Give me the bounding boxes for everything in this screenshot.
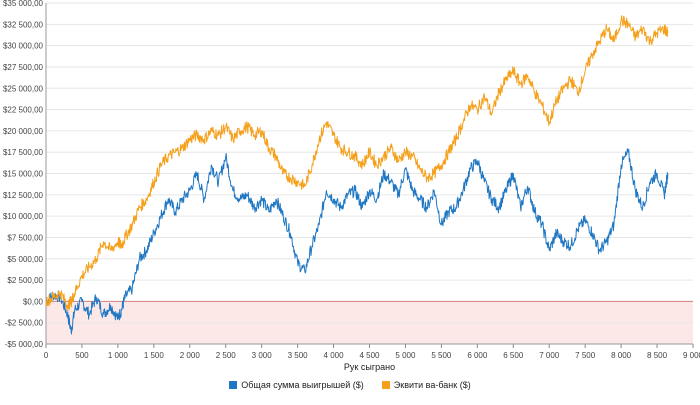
x-tick-label: 6 000 bbox=[467, 351, 488, 360]
series-lines bbox=[45, 15, 669, 335]
x-tick-label: 0 bbox=[44, 351, 49, 360]
x-axis-title: Рук сыграно bbox=[344, 362, 395, 372]
y-tick-label: $5 000,00 bbox=[7, 255, 43, 264]
x-tick-label: 4 000 bbox=[324, 351, 345, 360]
y-tick-label: $12 500,00 bbox=[3, 191, 44, 200]
x-tick-label: 4 500 bbox=[359, 351, 380, 360]
legend-label-allin-equity: Эквити ва-банк ($) bbox=[393, 380, 471, 390]
x-tick-label: 7 500 bbox=[575, 351, 596, 360]
y-tick-label: $2 500,00 bbox=[7, 276, 43, 285]
y-tick-label: $10 000,00 bbox=[3, 212, 44, 221]
x-tick-label: 1 000 bbox=[108, 351, 129, 360]
x-tick-label: 7 000 bbox=[539, 351, 560, 360]
legend-swatch-total-winnings bbox=[229, 381, 238, 389]
grid bbox=[46, 2, 693, 345]
legend-swatch-allin-equity bbox=[381, 381, 390, 389]
y-tick-label: $0,00 bbox=[23, 297, 44, 306]
series-line-allin-equity bbox=[45, 15, 669, 312]
y-tick-label: $27 500,00 bbox=[3, 63, 44, 72]
y-tick-label: $35 000,00 bbox=[3, 0, 44, 8]
x-tick-label: 2 500 bbox=[216, 351, 237, 360]
legend-label-total-winnings: Общая сумма выигрышей ($) bbox=[241, 380, 364, 390]
x-tick-label: 9 000 bbox=[683, 351, 700, 360]
y-tick-label: -$5 000,00 bbox=[5, 340, 44, 349]
x-tick-label: 3 000 bbox=[252, 351, 273, 360]
y-tick-label: $17 500,00 bbox=[3, 148, 44, 157]
y-tick-label: $32 500,00 bbox=[3, 20, 44, 29]
y-tick-label: $20 000,00 bbox=[3, 127, 44, 136]
x-tick-label: 6 500 bbox=[503, 351, 524, 360]
x-tick-label: 1 500 bbox=[144, 351, 165, 360]
y-tick-label: $22 500,00 bbox=[3, 106, 44, 115]
x-tick-label: 8 000 bbox=[611, 351, 632, 360]
legend-item-allin-equity[interactable]: Эквити ва-банк ($) bbox=[381, 380, 471, 390]
x-tick-label: 5 000 bbox=[395, 351, 416, 360]
x-tick-label: 500 bbox=[75, 351, 89, 360]
x-tick-label: 2 000 bbox=[180, 351, 201, 360]
y-tick-label: -$2 500,00 bbox=[5, 319, 44, 328]
series-line-total-winnings bbox=[45, 148, 669, 335]
legend-item-total-winnings[interactable]: Общая сумма выигрышей ($) bbox=[229, 380, 364, 390]
y-tick-label: $15 000,00 bbox=[3, 170, 44, 179]
axes: -$5 000,00 -$2 500,00 $0,00 $2 500,00 $5 000… bbox=[3, 0, 700, 360]
y-tick-label: $30 000,00 bbox=[3, 42, 44, 51]
x-tick-label: 8 500 bbox=[647, 351, 668, 360]
x-tick-label: 5 500 bbox=[431, 351, 452, 360]
x-tick-label: 3 500 bbox=[288, 351, 309, 360]
legend: Общая сумма выигрышей ($) Эквити ва-банк… bbox=[0, 377, 700, 393]
y-tick-label: $25 000,00 bbox=[3, 84, 44, 93]
y-tick-label: $7 500,00 bbox=[7, 233, 43, 242]
